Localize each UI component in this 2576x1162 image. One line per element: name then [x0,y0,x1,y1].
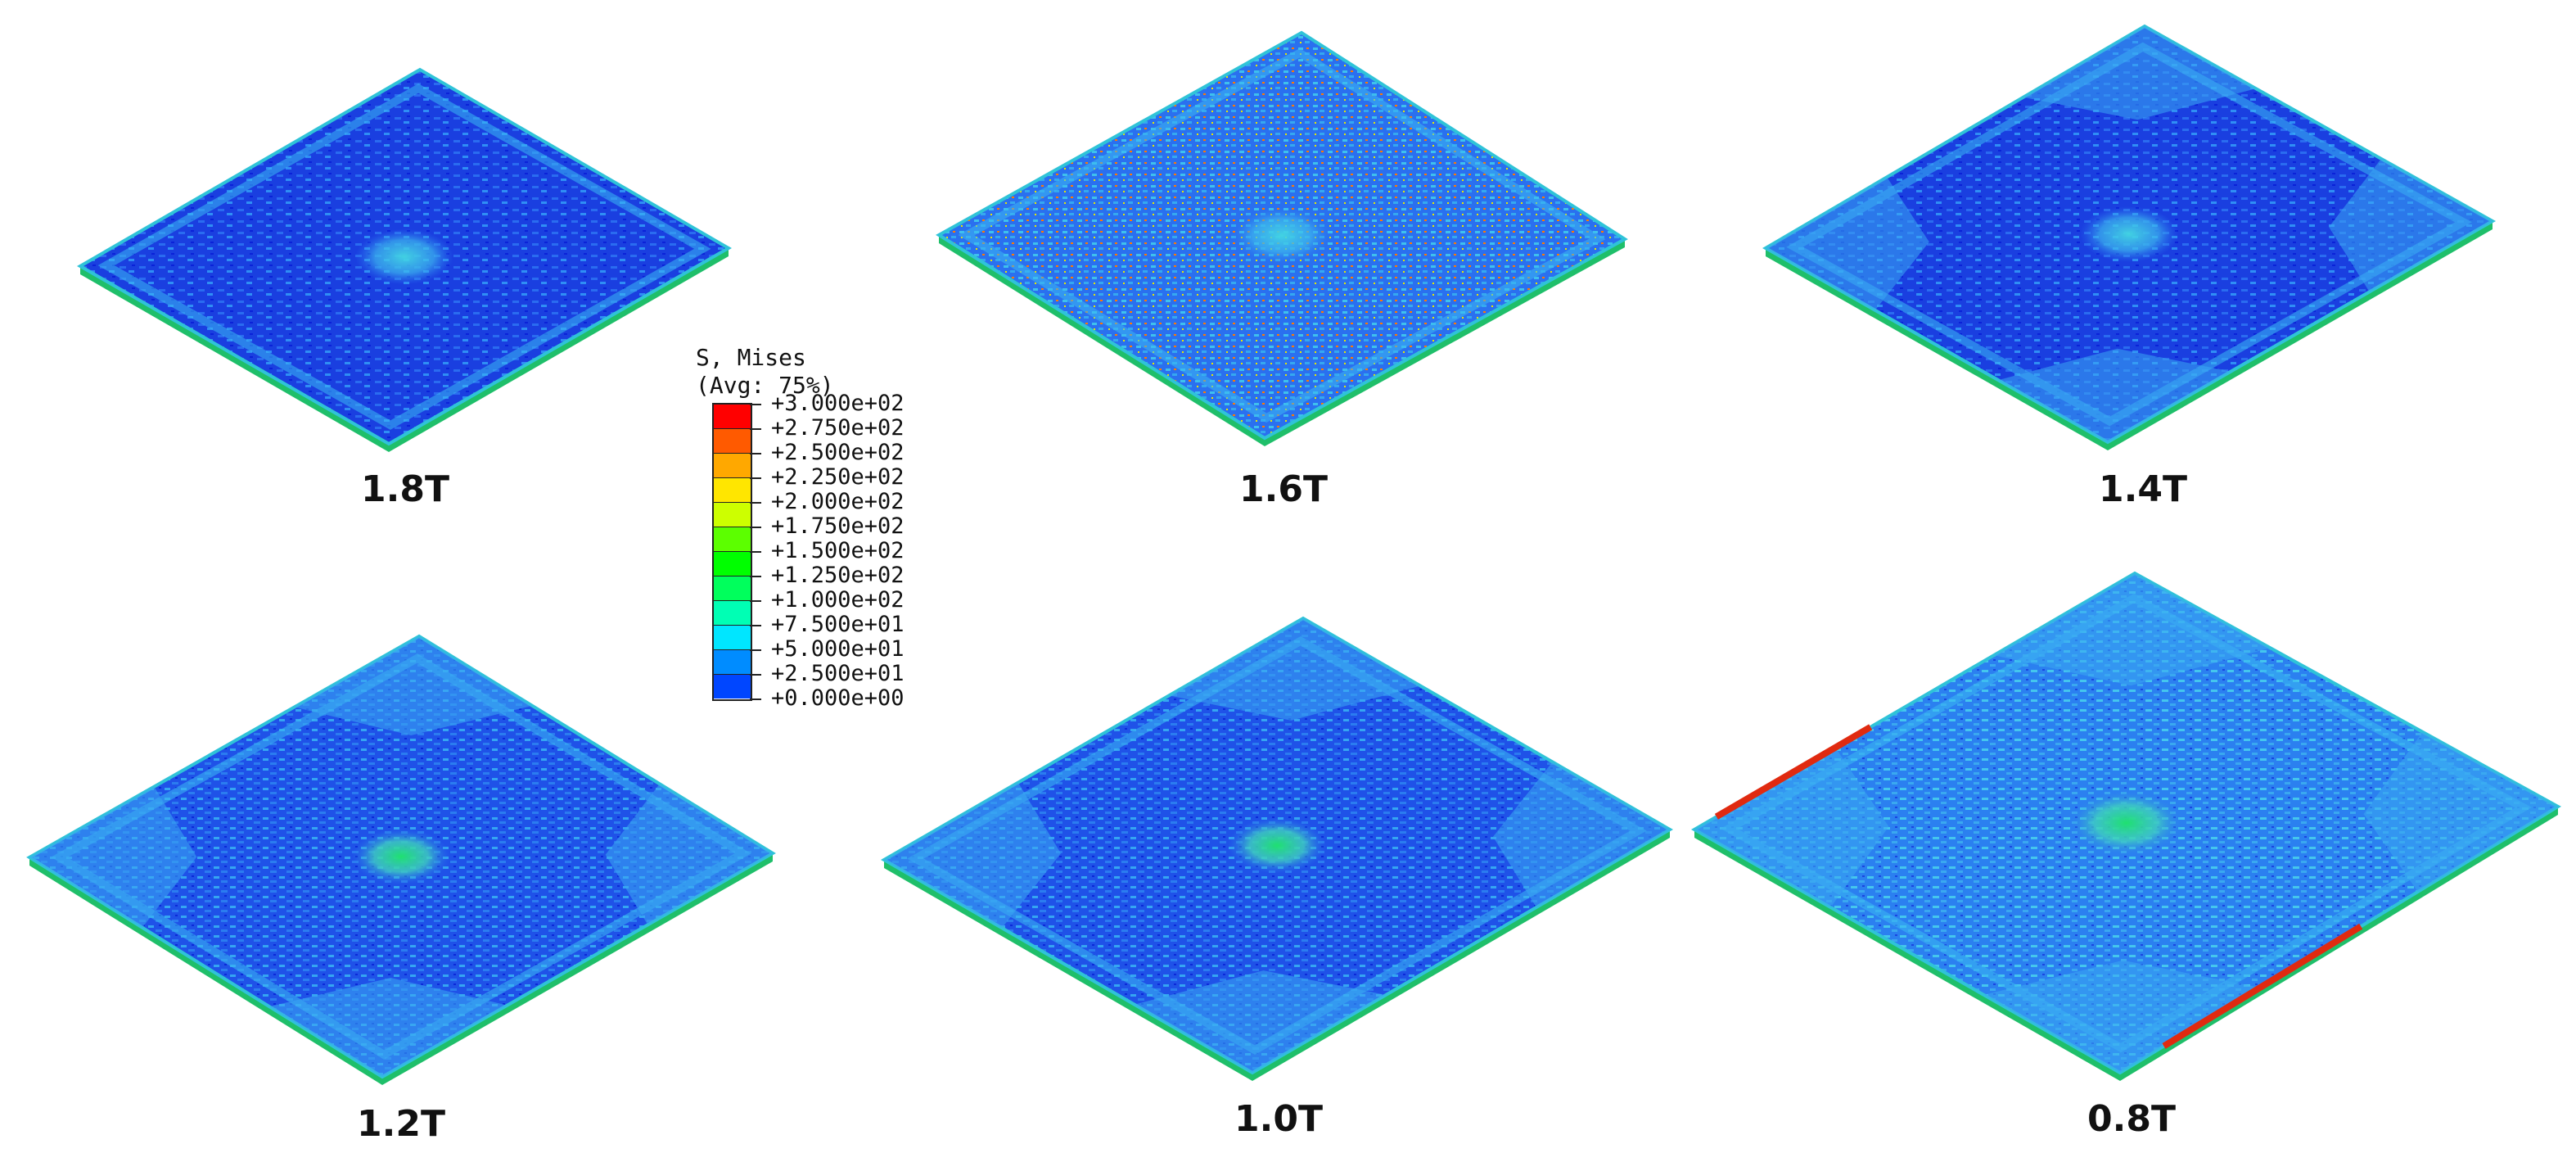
center-stress-spot [1228,817,1326,874]
corner-stress-fan [2363,731,2558,892]
panel-label-1-6t: 1.6T [1239,468,1328,510]
legend-tick-label: +0.000e+00 [750,685,905,711]
plate-edge [884,830,1670,1081]
legend-swatch [714,601,751,626]
corner-stress-fan [1766,177,1929,310]
legend-tick-label: +3.000e+02 [750,391,905,416]
plate-edge-band [958,47,1606,423]
plate-1-2t [26,634,776,1085]
panel-label-0-8t: 0.8T [2087,1098,2176,1140]
legend-swatch [714,552,751,576]
plate-edge-band [97,84,711,430]
legend-tick-label: +2.000e+02 [750,489,905,514]
panel-label-1-0t: 1.0T [1234,1098,1323,1140]
legend-tick-label: +1.500e+02 [750,538,905,563]
corner-stress-fan [2023,26,2256,120]
corner-stress-fan [1169,618,1421,721]
corner-stress-fan [294,636,533,736]
legend-tick-label: +1.000e+02 [750,587,905,613]
corner-stress-fan [1983,960,2261,1073]
corner-stress-fan [1135,970,1387,1073]
edge-high-stress [1714,724,1873,820]
legend-title-averaging: (Avg: 75%) [696,372,834,399]
legend-swatch [714,405,751,429]
corner-stress-fan [1493,762,1670,908]
corner-stress-fan [269,977,508,1077]
plate-0-8t [1690,571,2561,1081]
plate-1-6t [936,30,1628,446]
legend-swatch [714,626,751,650]
plate-1-8t [76,67,733,452]
legend-swatch [714,650,751,675]
stress-legend: S, Mises (Avg: 75%) +3.000e+02 +2.750e+02… [696,344,990,711]
legend-swatch [714,527,751,552]
legend-tick-label: +5.000e+01 [750,636,905,662]
center-stress-spot [2080,206,2178,262]
corner-stress-fan [29,786,197,928]
corner-stress-fan [1993,573,2271,686]
panel-label-1-2t: 1.2T [357,1103,445,1145]
legend-tick-label: +2.250e+02 [750,464,905,490]
legend-swatch [714,503,751,527]
center-stress-spot [352,829,450,884]
legend-swatch [714,429,751,454]
legend-swatch [714,576,751,601]
legend-swatch [714,454,751,478]
panel-label-1-4t: 1.4T [2099,468,2187,510]
legend-color-bar [712,403,752,701]
center-stress-spot [1233,207,1331,264]
legend-tick-label: +2.500e+02 [750,440,905,465]
panel-label-1-8t: 1.8T [361,468,449,510]
corner-stress-fan [1998,348,2231,442]
corner-stress-fan [605,784,773,925]
plate-1-0t [880,616,1673,1081]
center-stress-spot [355,228,453,285]
corner-stress-fan [1694,747,1889,908]
edge-high-stress [2162,923,2363,1049]
center-stress-spot [2068,790,2184,856]
corner-stress-fan [884,782,1061,929]
legend-tick-label: +1.250e+02 [750,563,905,588]
legend-swatch [714,675,751,699]
corner-stress-fan [2329,158,2493,292]
legend-tick-label: +2.500e+01 [750,661,905,686]
legend-title-variable: S, Mises [696,344,806,371]
legend-swatch [714,478,751,503]
legend-tick-label: +7.500e+01 [750,612,905,637]
legend-tick-label: +2.750e+02 [750,415,905,441]
legend-tick-label: +1.750e+02 [750,513,905,539]
plate-edge [1766,221,2493,450]
plate-1-4t [1762,24,2497,450]
